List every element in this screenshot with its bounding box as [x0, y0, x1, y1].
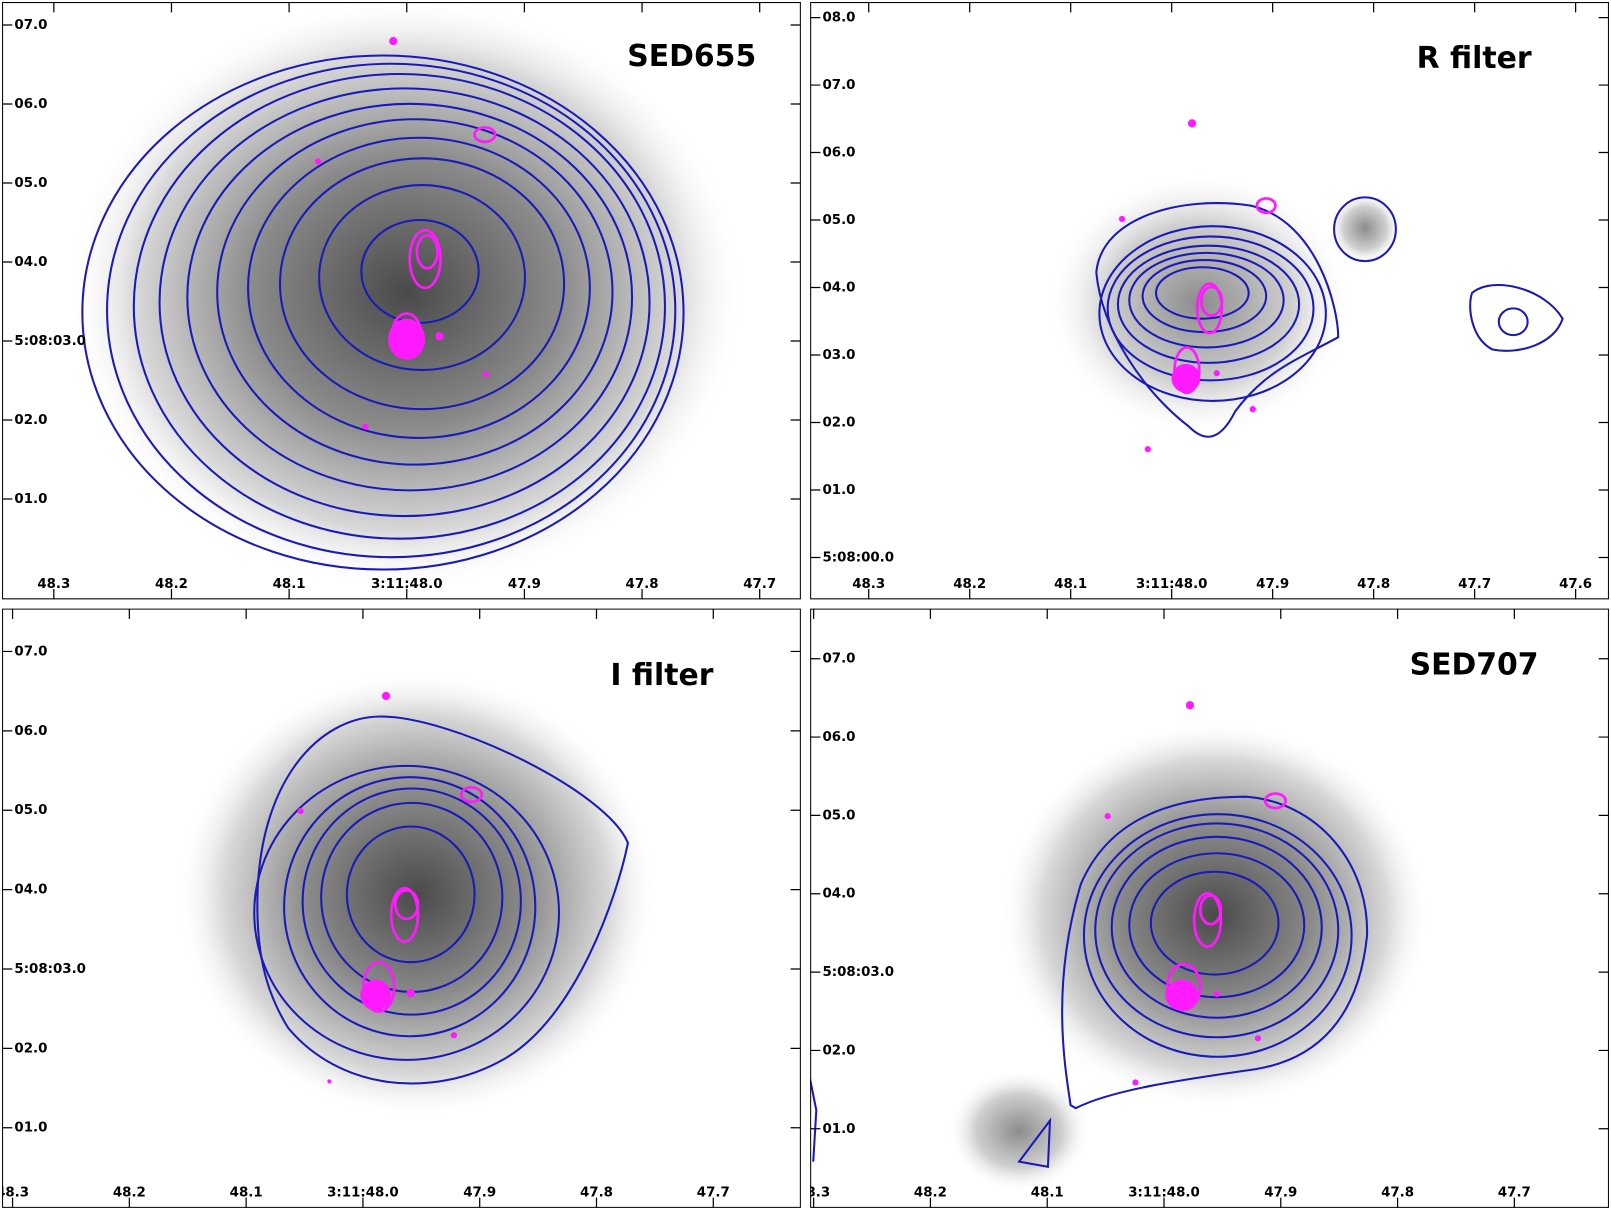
x-tick-label: 3:11:48.0 [1136, 577, 1208, 592]
image [1328, 192, 1402, 265]
x-tick-label: 47.9 [1256, 577, 1289, 592]
y-tick-label: 06.0 [14, 724, 47, 739]
x-tick-label: 47.7 [743, 577, 776, 592]
contours [253, 691, 630, 1085]
y-tick-label: 02.0 [822, 416, 855, 431]
x-tick-label: 48.1 [1054, 577, 1087, 592]
x-tick-label: 47.8 [580, 1185, 613, 1200]
x-tick-label: 48.2 [914, 1185, 947, 1200]
y-tick-label: 06.0 [822, 730, 855, 745]
y-tick-label: 07.0 [822, 652, 855, 667]
contours [1095, 119, 1564, 453]
y-tick-label: 03.0 [822, 348, 855, 363]
x-tick-label: 3:11:48.0 [371, 577, 443, 592]
y-tick-label: 06.0 [14, 97, 47, 112]
panel: 48.3 48.2 48.1 3:11:48.0 47.9 47.8 47.7 07.0 06.… [2, 2, 801, 600]
panel-title: SED707 [1410, 648, 1539, 683]
y-tick-label: 01.0 [14, 1121, 47, 1136]
x-tick-label: 48.3 [797, 1185, 830, 1200]
y-tick-label: 05.0 [822, 213, 855, 228]
y-tick-label: 02.0 [14, 1041, 47, 1056]
y-tick-label: 5:08:03.0 [14, 334, 86, 349]
y-tick-label: 06.0 [822, 146, 855, 161]
panel: 48.3 48.2 48.1 3:11:48.0 47.9 47.8 47.7 07.0 06.… [797, 608, 1609, 1208]
x-tick-label: 47.7 [1498, 1185, 1531, 1200]
x-tick-label: 3:11:48.0 [1128, 1185, 1200, 1200]
panel-title: SED655 [627, 39, 756, 74]
x-tick-label: 48.2 [113, 1185, 146, 1200]
x-tick-label: 47.6 [1559, 577, 1592, 592]
image [947, 1069, 1092, 1193]
y-tick-label: 05.0 [822, 808, 855, 823]
y-tick-label: 07.0 [14, 644, 47, 659]
y-tick-label: 5:08:03.0 [822, 965, 894, 980]
x-tick-label: 48.3 [37, 577, 70, 592]
contours [81, 37, 685, 571]
x-tick-label: 48.2 [953, 577, 986, 592]
image [174, 668, 659, 1121]
y-tick-label: 5:08:00.0 [822, 550, 894, 565]
x-tick-label: 47.9 [508, 577, 541, 592]
x-tick-label: 47.8 [626, 577, 659, 592]
y-tick-label: 04.0 [14, 255, 47, 270]
x-tick-label: 48.1 [273, 577, 306, 592]
y-tick-label: 02.0 [822, 1043, 855, 1058]
x-tick-label: 48.1 [1031, 1185, 1064, 1200]
y-tick-label: 07.0 [822, 78, 855, 93]
x-tick-label: 48.2 [155, 577, 188, 592]
y-tick-label: 04.0 [822, 887, 855, 902]
x-tick-label: 48.3 [852, 577, 885, 592]
x-tick-label: 47.7 [697, 1185, 730, 1200]
panel: 48.3 48.2 48.1 3:11:48.0 47.9 47.8 47.7 47.6 08.… [810, 2, 1609, 600]
contours [810, 701, 1369, 1168]
y-tick-label: 04.0 [822, 281, 855, 296]
x-tick-label: 47.7 [1458, 577, 1491, 592]
x-tick-label: 47.8 [1357, 577, 1390, 592]
y-tick-label: 07.0 [14, 18, 47, 33]
x-tick-label: 47.9 [1264, 1185, 1297, 1200]
y-tick-label: 05.0 [14, 803, 47, 818]
x-tick-label: 3:11:48.0 [327, 1185, 399, 1200]
y-tick-label: 01.0 [822, 1122, 855, 1137]
y-tick-label: 05.0 [14, 176, 47, 191]
x-tick-label: 48.3 [0, 1185, 29, 1200]
x-tick-label: 47.8 [1381, 1185, 1414, 1200]
y-tick-label: 5:08:03.0 [14, 962, 86, 977]
y-tick-label: 08.0 [822, 11, 855, 26]
y-tick-label: 02.0 [14, 413, 47, 428]
y-tick-label: 01.0 [14, 492, 47, 507]
x-tick-label: 47.9 [463, 1185, 496, 1200]
panel-title: R filter [1417, 41, 1532, 76]
x-tick-label: 48.1 [230, 1185, 263, 1200]
y-tick-label: 01.0 [822, 483, 855, 498]
panel-title: I filter [610, 658, 713, 693]
y-tick-label: 04.0 [14, 883, 47, 898]
image [1044, 169, 1354, 437]
panel: 48.3 48.2 48.1 3:11:48.0 47.9 47.8 47.7 07.0 06.… [0, 608, 801, 1208]
